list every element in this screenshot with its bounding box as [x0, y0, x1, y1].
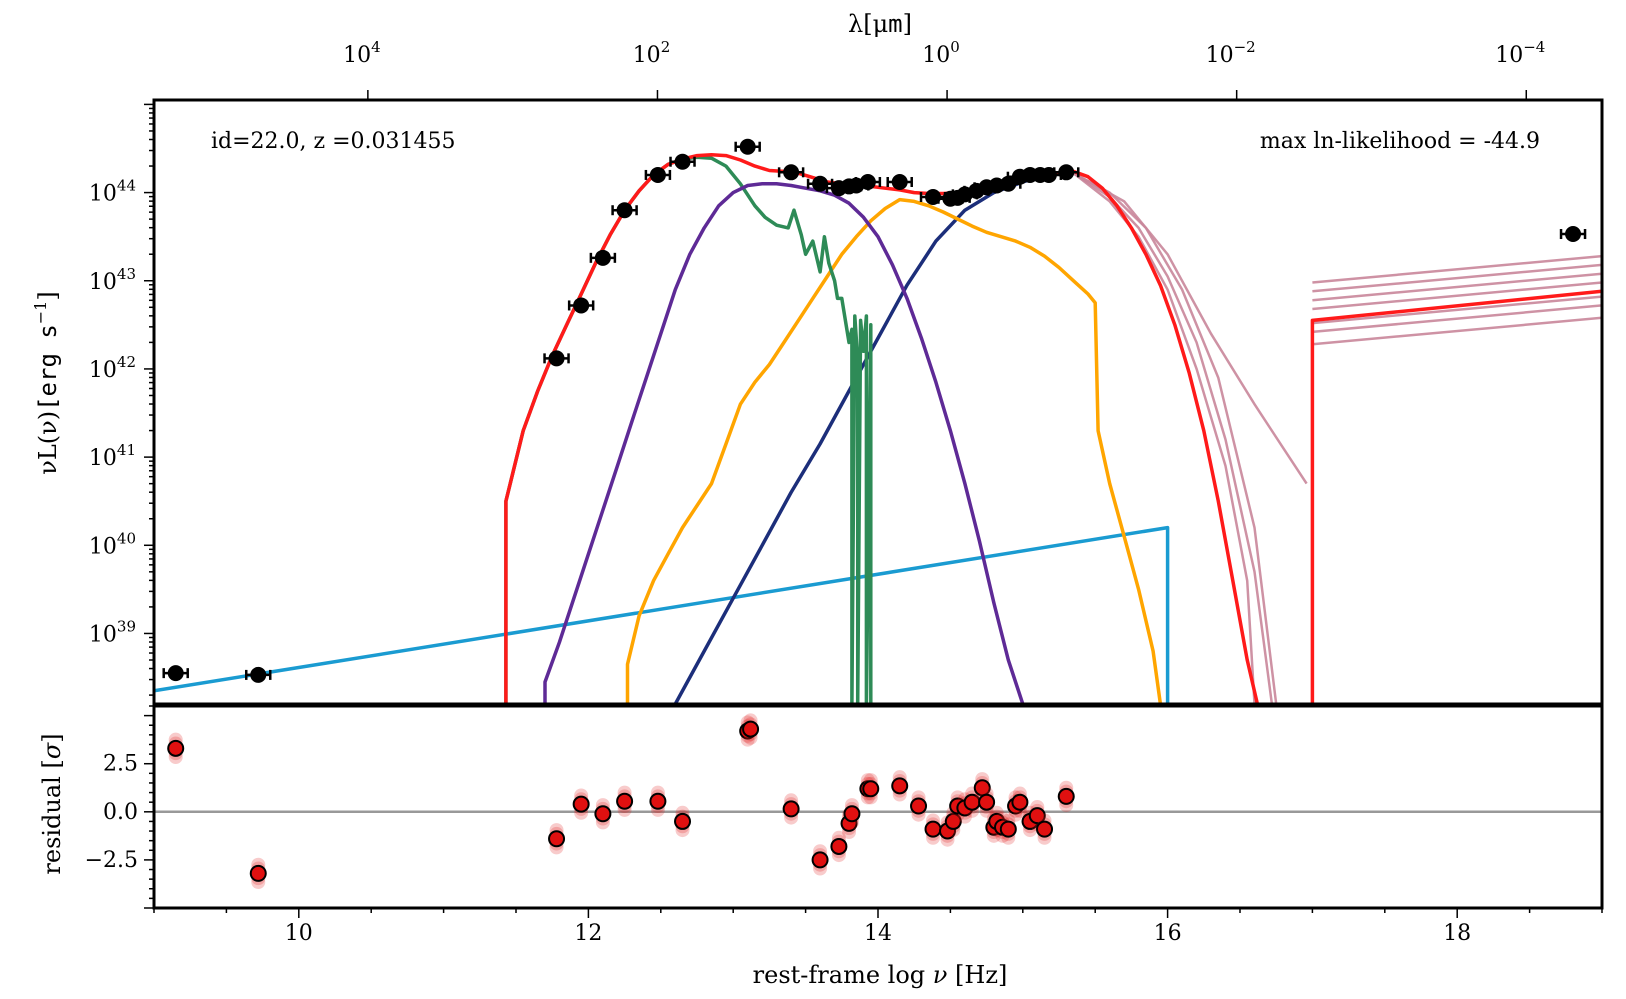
residual-point	[743, 722, 758, 737]
residual-point	[1059, 789, 1074, 804]
residual-point	[595, 806, 610, 821]
data-point	[1565, 226, 1581, 242]
sed-y-tick-label: 1040	[89, 529, 136, 559]
residual-point	[844, 806, 859, 821]
data-point	[1058, 164, 1074, 180]
top-x-tick-label: 100	[922, 38, 960, 68]
model-sample-tail-2	[1074, 173, 1277, 704]
sed-y-tick-label: 1039	[89, 617, 136, 647]
data-point	[168, 665, 184, 681]
residual-point	[675, 814, 690, 829]
residual-point	[813, 852, 828, 867]
top-x-tick-label: 104	[343, 38, 381, 68]
residual-point	[784, 801, 799, 816]
residual-y-tick-label: 0.0	[103, 800, 138, 825]
residual-point	[168, 741, 183, 756]
residual-point	[979, 795, 994, 810]
residual-point	[1012, 795, 1027, 810]
data-point	[250, 667, 266, 683]
big-blue-bump-line-0	[675, 172, 1073, 704]
sed-y-tick-label: 1044	[89, 177, 136, 207]
residual-point	[650, 794, 665, 809]
top-axis-title: λ[μm]	[848, 10, 912, 38]
residual-point	[1037, 822, 1052, 837]
total-model-line-1	[1312, 291, 1602, 704]
bottom-x-tick-label: 16	[1154, 921, 1182, 946]
residual-point	[892, 778, 907, 793]
sed-y-axis-title: νL(ν)[erg s−1]	[31, 291, 62, 475]
torus-line-0	[545, 184, 1023, 704]
residual-frame	[154, 706, 1602, 908]
top-x-tick-label: 10−4	[1495, 38, 1545, 68]
data-point	[650, 167, 666, 183]
stellar-line-0	[628, 200, 1161, 704]
top-x-tick-label: 10−2	[1206, 38, 1256, 68]
bottom-x-tick-label: 14	[864, 921, 892, 946]
bottom-x-tick-label: 18	[1443, 921, 1471, 946]
sed-y-tick-label: 1042	[89, 353, 136, 383]
residual-point	[831, 839, 846, 854]
data-point	[595, 250, 611, 266]
annotation-id-redshift: id=22.0, z =0.031455	[211, 129, 456, 154]
residual-point	[1001, 822, 1016, 837]
residual-y-tick-label: 2.5	[103, 752, 138, 777]
residual-point	[251, 866, 266, 881]
residual-point	[911, 799, 926, 814]
data-point	[549, 350, 565, 366]
cold-dust-line-0	[506, 157, 871, 704]
bottom-x-tick-label: 10	[285, 921, 313, 946]
data-point	[892, 174, 908, 190]
residual-point	[863, 781, 878, 796]
bottom-x-tick-label: 12	[574, 921, 602, 946]
data-point	[573, 297, 589, 313]
data-point	[860, 174, 876, 190]
data-point	[675, 154, 691, 170]
residual-plot-area	[154, 713, 1602, 889]
residual-y-axis-title: residual [σ]	[38, 733, 66, 874]
annotation-max-likelihood: max ln-likelihood = -44.9	[1260, 129, 1540, 154]
bottom-x-axis-title: rest-frame log ν [Hz]	[753, 961, 1008, 989]
sed-frame	[154, 100, 1602, 704]
residual-point	[617, 794, 632, 809]
residual-point	[574, 797, 589, 812]
data-point	[740, 139, 756, 155]
sed-y-tick-label: 1043	[89, 265, 136, 295]
residual-y-tick-label: −2.5	[85, 848, 138, 873]
residual-point	[926, 822, 941, 837]
data-point	[617, 202, 633, 218]
residual-point	[549, 831, 564, 846]
model-sample-xray-6	[1312, 318, 1602, 344]
top-x-tick-label: 102	[633, 38, 671, 68]
data-point	[783, 164, 799, 180]
sed-plot-area	[154, 139, 1602, 704]
sed-y-tick-label: 1041	[89, 441, 136, 471]
